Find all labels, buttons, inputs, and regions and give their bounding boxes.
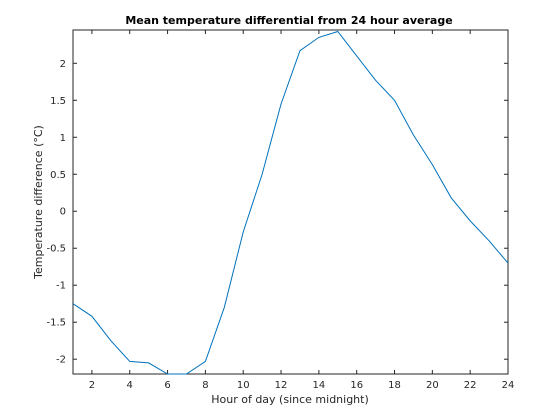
x-tick-label: 8 bbox=[202, 380, 208, 391]
data-point bbox=[72, 303, 73, 304]
series-layer bbox=[72, 30, 509, 375]
data-point bbox=[375, 80, 376, 81]
x-tick-label: 6 bbox=[164, 380, 170, 391]
y-tick-label: 2 bbox=[60, 59, 66, 70]
x-tick-label: 10 bbox=[237, 380, 250, 391]
y-tick-label: 1 bbox=[60, 133, 66, 144]
data-point bbox=[413, 134, 414, 135]
data-point bbox=[470, 220, 471, 221]
x-tick-label: 2 bbox=[89, 380, 95, 391]
x-tick-label: 12 bbox=[275, 380, 288, 391]
data-point bbox=[318, 37, 319, 38]
chart-title: Mean temperature differential from 24 ho… bbox=[125, 14, 452, 27]
plot-area bbox=[72, 29, 509, 375]
data-point bbox=[262, 174, 263, 175]
data-point bbox=[280, 103, 281, 104]
y-tick-label: -2 bbox=[56, 355, 66, 366]
y-axis-label: Temperature difference (°C) bbox=[32, 125, 45, 280]
x-tick-label: 14 bbox=[313, 380, 326, 391]
x-tick-label: 22 bbox=[464, 380, 477, 391]
data-point bbox=[432, 164, 433, 165]
x-tick-label: 24 bbox=[502, 380, 515, 391]
x-axis-label: Hour of day (since midnight) bbox=[211, 393, 369, 406]
x-tick-label: 16 bbox=[350, 380, 363, 391]
data-point bbox=[507, 262, 508, 263]
data-point bbox=[167, 373, 168, 374]
y-tick-label: 0.5 bbox=[50, 170, 66, 181]
y-tick-label: -1.5 bbox=[46, 318, 66, 329]
data-point bbox=[91, 316, 92, 317]
data-point bbox=[186, 373, 187, 374]
data-point bbox=[337, 31, 338, 32]
series-line bbox=[72, 30, 509, 375]
data-point bbox=[205, 361, 206, 362]
axis-ticks: 2 4 6 8 10 12 14 16 18 20 22 24-2-1.5-1-0.500.511.5… bbox=[46, 30, 514, 391]
data-point bbox=[488, 240, 489, 241]
y-tick-label: 0 bbox=[60, 207, 66, 218]
data-point bbox=[243, 231, 244, 232]
data-point bbox=[148, 362, 149, 363]
data-point bbox=[394, 100, 395, 101]
y-tick-label: -1 bbox=[56, 281, 66, 292]
data-point bbox=[110, 340, 111, 341]
data-point bbox=[129, 361, 130, 362]
x-tick-label: 4 bbox=[127, 380, 133, 391]
x-tick-label: 18 bbox=[388, 380, 401, 391]
y-tick-label: -0.5 bbox=[46, 244, 66, 255]
data-point bbox=[299, 50, 300, 51]
y-tick-label: 1.5 bbox=[50, 96, 66, 107]
x-tick-label: 20 bbox=[426, 380, 439, 391]
data-point bbox=[356, 55, 357, 56]
data-point bbox=[451, 197, 452, 198]
data-point bbox=[224, 307, 225, 308]
